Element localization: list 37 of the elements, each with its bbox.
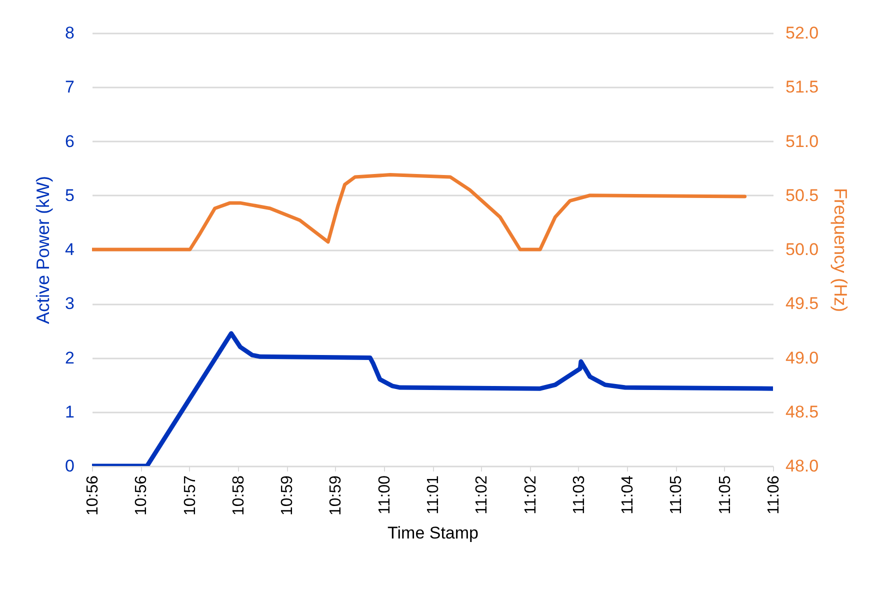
y-tick-label: 4 [65, 240, 74, 259]
y-tick-label: 1 [65, 402, 74, 422]
y2-tick-label: 48.0 [786, 456, 819, 476]
x-tick-label: 11:01 [425, 475, 442, 514]
y2-tick-label: 52.0 [786, 24, 819, 42]
y-tick-label: 3 [65, 294, 74, 314]
x-tick-label: 11:06 [766, 475, 782, 514]
y-tick-label: 6 [65, 132, 74, 151]
x-tick-label: 10:59 [328, 475, 345, 516]
y2-tick-label: 51.5 [786, 78, 819, 97]
x-tick-label: 11:02 [522, 475, 540, 514]
x-tick-label: 10:56 [84, 475, 102, 516]
y-axis-title: Active Power (kW) [33, 176, 54, 324]
y2-tick-label: 49.0 [786, 348, 819, 368]
y-tick-label: 0 [65, 456, 74, 476]
x-tick-label: 10:59 [279, 475, 296, 516]
y2-tick-label: 50.0 [786, 240, 819, 259]
y2-tick-label: 49.5 [786, 294, 819, 314]
line-series [92, 173, 747, 252]
x-tick-label: 10:56 [133, 475, 150, 516]
y-tick-label: 8 [65, 24, 74, 42]
x-tick-label: 11:04 [620, 475, 637, 514]
x-tick-label: 11:03 [570, 475, 588, 514]
y-tick-label: 2 [65, 348, 74, 368]
y2-axis-title: Frequency (Hz) [830, 188, 851, 312]
y2-tick-label: 51.0 [786, 132, 819, 151]
y-tick-label: 5 [65, 186, 74, 205]
y2-tick-label: 48.5 [786, 402, 819, 422]
x-tick-label: 10:58 [230, 475, 248, 516]
x-tick-label: 10:57 [182, 475, 199, 516]
x-tick-label: 11:05 [668, 475, 686, 514]
x-tick-label: 11:00 [376, 475, 394, 514]
x-tick-label: 11:05 [716, 475, 734, 514]
y2-tick-label: 50.5 [786, 186, 819, 205]
y-tick-label: 7 [65, 78, 74, 97]
x-axis-title: Time Stamp [387, 524, 479, 543]
x-tick-label: 11:02 [474, 475, 491, 514]
